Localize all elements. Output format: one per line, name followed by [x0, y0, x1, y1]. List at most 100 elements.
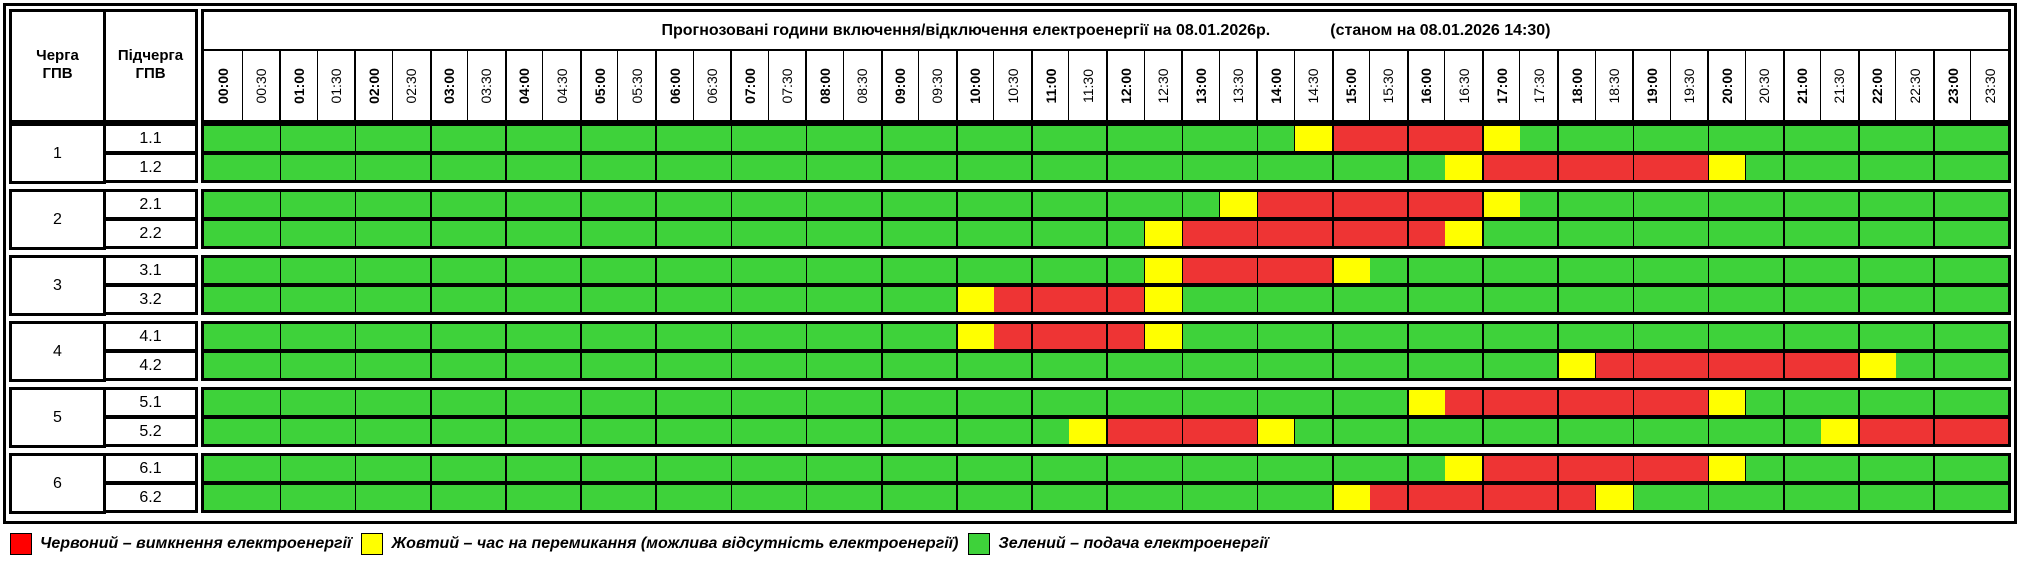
- time-slot-header: 01:30: [316, 51, 355, 120]
- schedule-slot: [542, 221, 581, 246]
- schedule-slot: [1709, 456, 1746, 481]
- schedule-slot: [1895, 390, 1934, 415]
- schedule-slot: [356, 419, 393, 444]
- schedule-slot: [1634, 221, 1671, 246]
- schedule-slot: [1408, 258, 1445, 283]
- schedule-slot: [1559, 287, 1596, 312]
- schedule-slot: [281, 390, 318, 415]
- schedule-slot: [1784, 287, 1821, 312]
- time-slot-label: 04:00: [516, 67, 533, 104]
- schedule-slot: [1218, 390, 1257, 415]
- schedule-slot: [1333, 485, 1370, 510]
- schedule-slot: [1559, 155, 1596, 180]
- schedule-slot: [1144, 258, 1182, 283]
- time-slot-header: 02:00: [354, 51, 392, 120]
- schedule-slot: [1934, 485, 1971, 510]
- time-slot-header: 06:30: [692, 51, 731, 120]
- schedule-slot: [204, 353, 243, 378]
- schedule-slot: [1068, 126, 1107, 151]
- schedule-slot: [581, 485, 618, 510]
- subgroup-cell: 3.2: [103, 284, 198, 315]
- schedule-slot: [842, 353, 881, 378]
- schedule-slot: [993, 258, 1032, 283]
- schedule-slot: [1219, 192, 1257, 217]
- schedule-slot: [1859, 390, 1896, 415]
- schedule-slot: [1859, 126, 1896, 151]
- schedule-slot: [1333, 419, 1370, 444]
- schedule-slot: [542, 287, 581, 312]
- schedule-slot: [657, 126, 694, 151]
- schedule-slot: [1970, 192, 2009, 217]
- schedule-slot: [281, 126, 318, 151]
- schedule-slot: [767, 221, 806, 246]
- schedule-slot: [1820, 126, 1859, 151]
- schedule-slot: [1970, 419, 2009, 444]
- schedule-slot: [431, 419, 468, 444]
- schedule-slot: [767, 456, 806, 481]
- schedule-slot: [882, 155, 919, 180]
- schedule-slot: [1784, 324, 1821, 349]
- schedule-slot: [1669, 221, 1708, 246]
- schedule-slot: [1970, 353, 2009, 378]
- schedule-slot: [692, 258, 731, 283]
- schedule-slot: [1895, 324, 1934, 349]
- schedule-slot: [918, 192, 957, 217]
- schedule-slot: [281, 258, 318, 283]
- schedule-slot: [241, 419, 280, 444]
- group-cell: 2: [9, 189, 106, 250]
- schedule-slot: [1859, 485, 1896, 510]
- schedule-slot: [1594, 456, 1633, 481]
- schedule-slot: [1594, 419, 1633, 444]
- schedule-slot: [1820, 287, 1859, 312]
- schedule-slot: [1068, 353, 1107, 378]
- schedule-slot: [1745, 155, 1783, 180]
- schedule-slot: [918, 419, 957, 444]
- schedule-row: [201, 350, 2011, 381]
- schedule-slot: [1369, 390, 1408, 415]
- time-slot-label: 10:00: [967, 67, 984, 104]
- group-label: 1: [53, 145, 62, 162]
- schedule-slot: [1820, 324, 1859, 349]
- schedule-slot: [1408, 353, 1445, 378]
- time-slot-label: 13:00: [1192, 67, 1209, 104]
- schedule-slot: [1218, 221, 1257, 246]
- schedule-slot: [1519, 353, 1558, 378]
- schedule-slot: [581, 221, 618, 246]
- schedule-slot: [1333, 324, 1370, 349]
- schedule-slot: [1293, 456, 1332, 481]
- schedule-slot: [1669, 192, 1708, 217]
- time-slot-header: 05:30: [617, 51, 655, 120]
- schedule-slot: [204, 221, 243, 246]
- schedule-slot: [1483, 456, 1520, 481]
- schedule-slot: [692, 155, 731, 180]
- time-slot-header: 09:00: [880, 51, 919, 120]
- schedule-slot: [241, 353, 280, 378]
- schedule-slot: [1895, 221, 1934, 246]
- schedule-slot: [1258, 353, 1295, 378]
- schedule-slot: [1634, 155, 1671, 180]
- schedule-slot: [356, 353, 393, 378]
- schedule-slot: [882, 258, 919, 283]
- schedule-slot: [1183, 287, 1220, 312]
- schedule-slot: [1445, 456, 1483, 481]
- time-slot-header: 05:00: [579, 51, 618, 120]
- schedule-slot: [1143, 192, 1182, 217]
- schedule-slot: [767, 126, 806, 151]
- schedule-slot: [1483, 221, 1520, 246]
- schedule-slot: [692, 485, 731, 510]
- schedule-slot: [1218, 155, 1257, 180]
- time-slot-header: 03:00: [429, 51, 468, 120]
- schedule-slot: [918, 126, 957, 151]
- time-header: Прогнозовані години включення/відключенн…: [201, 9, 2011, 123]
- schedule-slot: [1369, 456, 1408, 481]
- schedule-slot: [1143, 126, 1182, 151]
- schedule-slot: [692, 353, 731, 378]
- schedule-slot: [1483, 287, 1520, 312]
- subgroup-cell: 5.1: [103, 387, 198, 418]
- schedule-slot: [316, 155, 355, 180]
- schedule-slot: [1784, 126, 1821, 151]
- schedule-slot: [1744, 485, 1783, 510]
- schedule-row: [201, 255, 2011, 286]
- schedule-slot: [506, 419, 543, 444]
- schedule-slot: [1709, 155, 1746, 180]
